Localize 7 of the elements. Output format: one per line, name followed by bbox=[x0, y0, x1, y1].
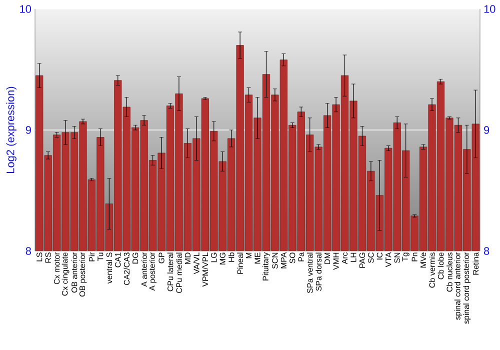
y-tick-label: 10 bbox=[20, 5, 32, 13]
y2-tick-label: 9 bbox=[484, 126, 490, 134]
y-axis-title: Log2 (expression) bbox=[6, 86, 16, 173]
y-tick-label: 8 bbox=[26, 247, 31, 255]
y-tick-label: 9 bbox=[26, 126, 31, 134]
y2-tick-label: 8 bbox=[484, 247, 490, 255]
y2-tick-label: 10 bbox=[484, 5, 496, 13]
